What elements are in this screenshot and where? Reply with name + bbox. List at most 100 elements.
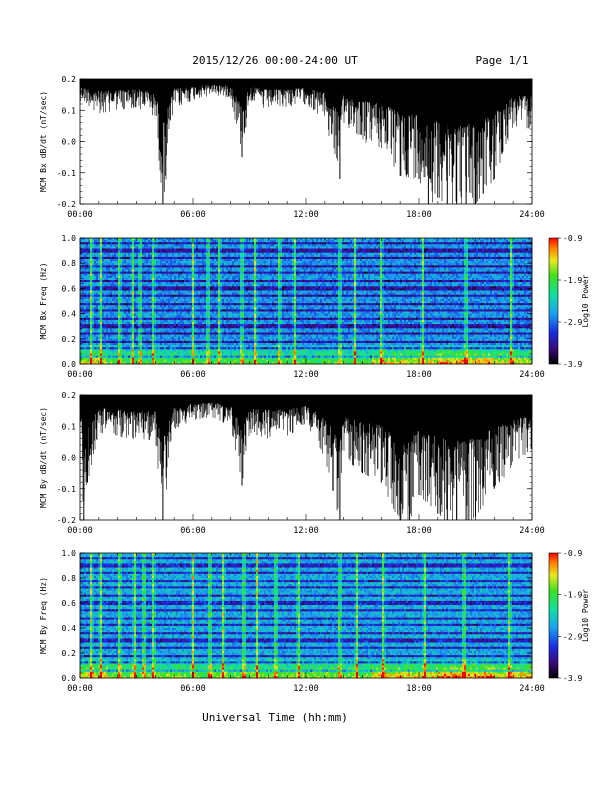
spectrogram-cell — [186, 254, 189, 258]
spectrogram-cell — [124, 343, 127, 346]
spectrogram-cell — [182, 359, 185, 363]
spectrogram-cell — [112, 256, 115, 260]
spectrogram-cell — [94, 284, 97, 287]
spectrogram-cell — [200, 361, 203, 365]
spectrogram-cell — [120, 280, 123, 283]
spectrogram-cell — [164, 252, 167, 256]
spectrogram-cell — [132, 326, 135, 329]
spectrogram-cell — [204, 309, 207, 312]
spectrogram-cell — [146, 349, 149, 352]
spectrogram-cell — [114, 311, 117, 314]
spectrogram-cell — [236, 294, 239, 298]
spectrogram-cell — [98, 259, 101, 262]
spectrogram-cell — [234, 309, 237, 312]
spectrogram-cell — [224, 345, 227, 348]
spectrogram-cell — [152, 303, 155, 306]
spectrogram-cell — [190, 301, 193, 304]
spectrogram-cell — [132, 355, 135, 358]
spectrogram-cell — [148, 254, 151, 258]
spectrogram-cell — [206, 361, 209, 365]
spectrogram-cell — [82, 271, 85, 274]
spectrogram-cell — [230, 246, 233, 249]
spectrogram-cell — [180, 263, 183, 266]
spectrogram-cell — [198, 271, 201, 274]
spectrogram-cell — [168, 340, 171, 344]
spectrogram-cell — [90, 353, 93, 356]
spectrogram-cell — [94, 259, 97, 262]
spectrogram-cell — [240, 288, 243, 291]
spectrogram-cell — [204, 349, 207, 352]
spectrogram-cell — [210, 305, 213, 308]
spectrogram-cell — [176, 349, 179, 352]
spectrogram-cell — [110, 294, 113, 298]
spectrogram-cell — [174, 361, 177, 365]
spectrogram-cell — [88, 267, 91, 270]
spectrogram-cell — [100, 250, 103, 253]
spectrogram-cell — [132, 252, 135, 256]
spectrogram-cell — [112, 330, 115, 333]
spectrogram-cell — [106, 351, 109, 354]
spectrogram-cell — [182, 282, 185, 285]
spectrogram-cell — [132, 265, 135, 268]
spectrogram-cell — [180, 284, 183, 287]
spectrogram-cell — [120, 349, 123, 352]
spectrogram-cell — [92, 347, 95, 350]
spectrogram-cell — [120, 328, 123, 331]
spectrogram-cell — [92, 246, 95, 249]
spectrogram-cell — [224, 271, 227, 274]
spectrogram-cell — [86, 282, 89, 285]
spectrogram-cell — [166, 292, 169, 295]
spectrogram-cell — [86, 307, 89, 310]
spectrogram-cell — [238, 313, 241, 316]
spectrogram-cell — [132, 254, 135, 258]
spectrogram-cell — [224, 256, 227, 260]
spectrogram-cell — [128, 240, 131, 243]
spectrogram-cell — [186, 244, 189, 247]
spectrogram-cell — [144, 353, 147, 356]
spectrogram-cell — [170, 351, 173, 354]
spectrogram-cell — [222, 273, 225, 277]
spectrogram-cell — [160, 275, 163, 279]
spectrogram-cell — [150, 261, 153, 264]
spectrogram-cell — [184, 282, 187, 285]
spectrogram-cell — [128, 311, 131, 314]
spectrogram-cell — [140, 311, 143, 314]
spectrogram-cell — [166, 349, 169, 352]
spectrogram-cell — [150, 357, 153, 361]
spectrogram-cell — [152, 238, 155, 241]
spectrogram-cell — [186, 267, 189, 270]
spectrogram-cell — [120, 355, 123, 358]
spectrogram-cell — [94, 240, 97, 243]
spectrogram-cell — [142, 288, 145, 291]
spectrogram-cell — [188, 244, 191, 247]
spectrogram-cell — [184, 263, 187, 266]
spectrogram-cell — [84, 334, 87, 337]
spectrogram-cell — [110, 345, 113, 348]
spectrogram-cell — [138, 326, 141, 329]
spectrogram-cell — [174, 259, 177, 262]
spectrogram-cell — [90, 340, 93, 344]
spectrogram-cell — [170, 301, 173, 304]
spectrogram-cell — [218, 345, 221, 348]
spectrogram-cell — [174, 286, 177, 289]
spectrogram-cell — [98, 309, 101, 312]
spectrogram-cell — [170, 250, 173, 253]
spectrogram-cell — [222, 282, 225, 285]
spectrogram-cell — [118, 265, 121, 268]
spectrogram-cell — [110, 355, 113, 358]
spectrogram-cell — [236, 280, 239, 283]
spectrogram-cell — [100, 256, 103, 260]
spectrogram-cell — [140, 301, 143, 304]
spectrogram-cell — [150, 313, 153, 316]
spectrogram-cell — [136, 334, 139, 337]
spectrogram-cell — [104, 338, 107, 342]
spectrogram-cell — [118, 294, 121, 298]
spectrogram-cell — [214, 351, 217, 354]
spectrogram-cell — [214, 275, 217, 279]
spectrogram-cell — [114, 359, 117, 363]
spectrogram-cell — [230, 284, 233, 287]
spectrogram-cell — [96, 252, 99, 256]
spectrogram-cell — [176, 326, 179, 329]
spectrogram-cell — [86, 317, 89, 321]
spectrogram-cell — [112, 265, 115, 268]
